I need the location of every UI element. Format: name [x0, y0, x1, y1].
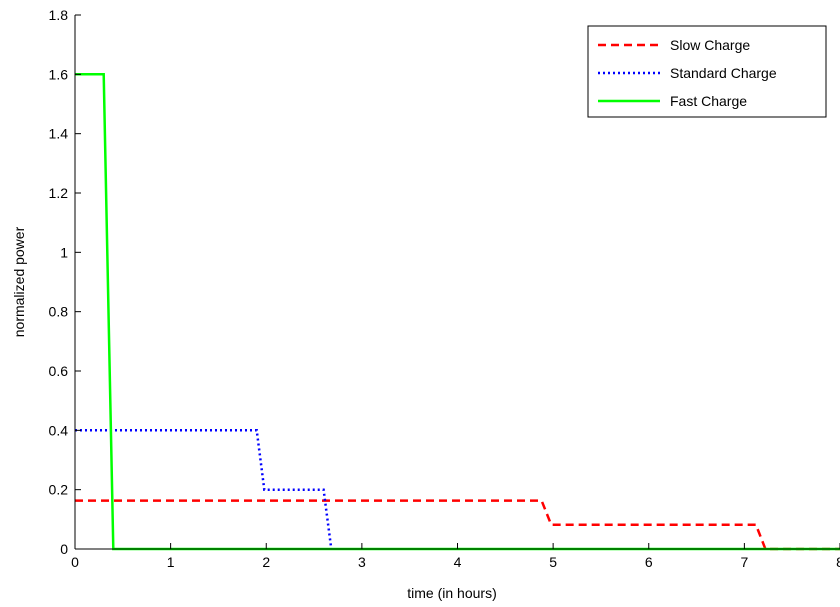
y-tick-label: 0.6	[49, 363, 69, 379]
x-tick-label: 7	[740, 554, 748, 570]
y-tick-label: 0.4	[49, 422, 69, 438]
ticks-layer: 0 1 2 3 4 5 6 7 8 0 0.2 0.4 0.6 0.8 1 1.2 1.4 1.6 1.8	[49, 7, 840, 570]
y-tick-label: 0.8	[49, 304, 69, 320]
x-tick-label: 0	[71, 554, 79, 570]
legend-label-fast: Fast Charge	[670, 93, 747, 109]
series-standard-charge	[75, 429, 333, 550]
x-tick-label: 8	[836, 554, 840, 570]
y-tick-label: 0.2	[49, 482, 69, 498]
x-tick-label: 5	[549, 554, 557, 570]
y-tick-label: 1	[60, 244, 68, 260]
x-tick-label: 6	[645, 554, 653, 570]
x-tick-label: 3	[358, 554, 366, 570]
y-tick-label: 0	[60, 541, 68, 557]
x-tick-label: 4	[454, 554, 462, 570]
y-tick-label: 1.8	[49, 7, 69, 23]
legend-label-standard: Standard Charge	[670, 65, 777, 81]
legend: Slow Charge Standard Charge Fast Charge	[587, 25, 827, 118]
y-tick-label: 1.2	[49, 185, 69, 201]
y-axis-label: normalized power	[11, 226, 27, 337]
x-tick-label: 2	[262, 554, 270, 570]
y-tick-label: 1.4	[49, 126, 69, 142]
x-tick-label: 1	[167, 554, 175, 570]
y-tick-label: 1.6	[49, 66, 69, 82]
x-axis-label: time (in hours)	[407, 585, 496, 601]
legend-label-slow: Slow Charge	[670, 37, 750, 53]
